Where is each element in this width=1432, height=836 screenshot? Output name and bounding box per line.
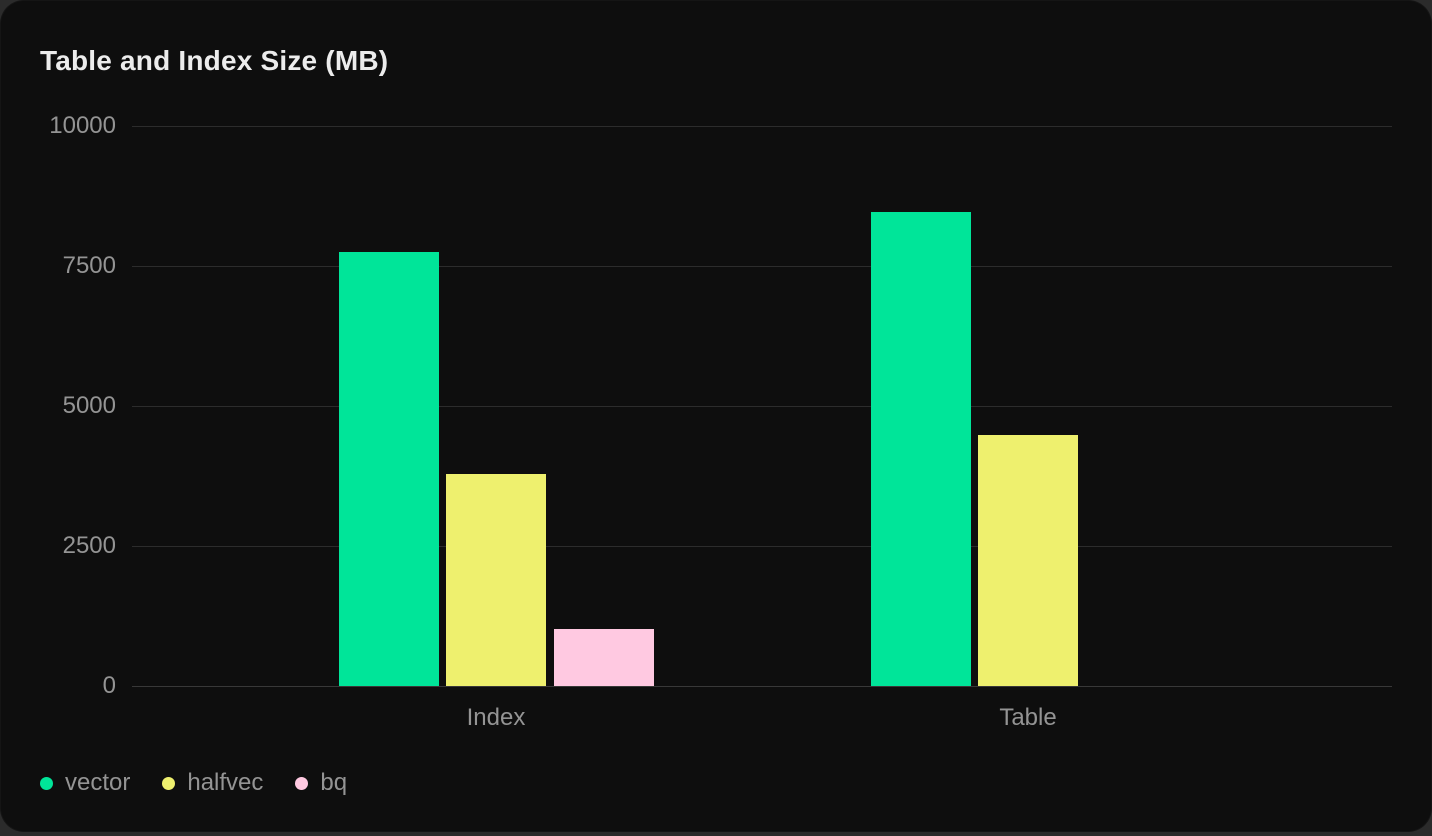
- legend: vector halfvec bq: [40, 767, 347, 799]
- y-axis-tick-7500: 7500: [62, 252, 116, 279]
- bar-vector-table[interactable]: [870, 212, 971, 686]
- halfvec-series-dot-icon: [162, 776, 176, 790]
- legend-label: halfvec: [187, 769, 264, 796]
- chart-title: Table and Index Size (MB): [40, 45, 389, 76]
- bar-halfvec-table[interactable]: [978, 435, 1078, 686]
- y-axis-tick-2500: 2500: [62, 532, 116, 559]
- gridline-0: [132, 685, 1392, 687]
- y-axis-tick-5000: 5000: [62, 392, 116, 419]
- gridline-10000: [132, 125, 1392, 127]
- legend-item-vector[interactable]: vector: [40, 767, 130, 799]
- gridline-2500: [132, 545, 1392, 547]
- x-axis-label-table: Table: [999, 704, 1057, 731]
- legend-label: vector: [65, 769, 131, 796]
- vector-series-dot-icon: [40, 776, 53, 790]
- gridline-5000: [132, 405, 1392, 407]
- bar-bq-index[interactable]: [553, 628, 654, 686]
- y-axis-tick-10000: 10000: [49, 112, 116, 139]
- bar-vector-index[interactable]: [338, 252, 439, 686]
- legend-label: bq: [320, 769, 348, 796]
- legend-item-bq[interactable]: bq: [295, 767, 347, 799]
- x-axis-label-index: Index: [466, 704, 526, 731]
- bar-halfvec-index[interactable]: [446, 473, 546, 686]
- legend-item-halfvec[interactable]: halfvec: [162, 767, 263, 799]
- gridline-7500: [132, 265, 1392, 267]
- bq-series-dot-icon: [295, 776, 309, 790]
- y-axis-tick-0: 0: [102, 672, 116, 699]
